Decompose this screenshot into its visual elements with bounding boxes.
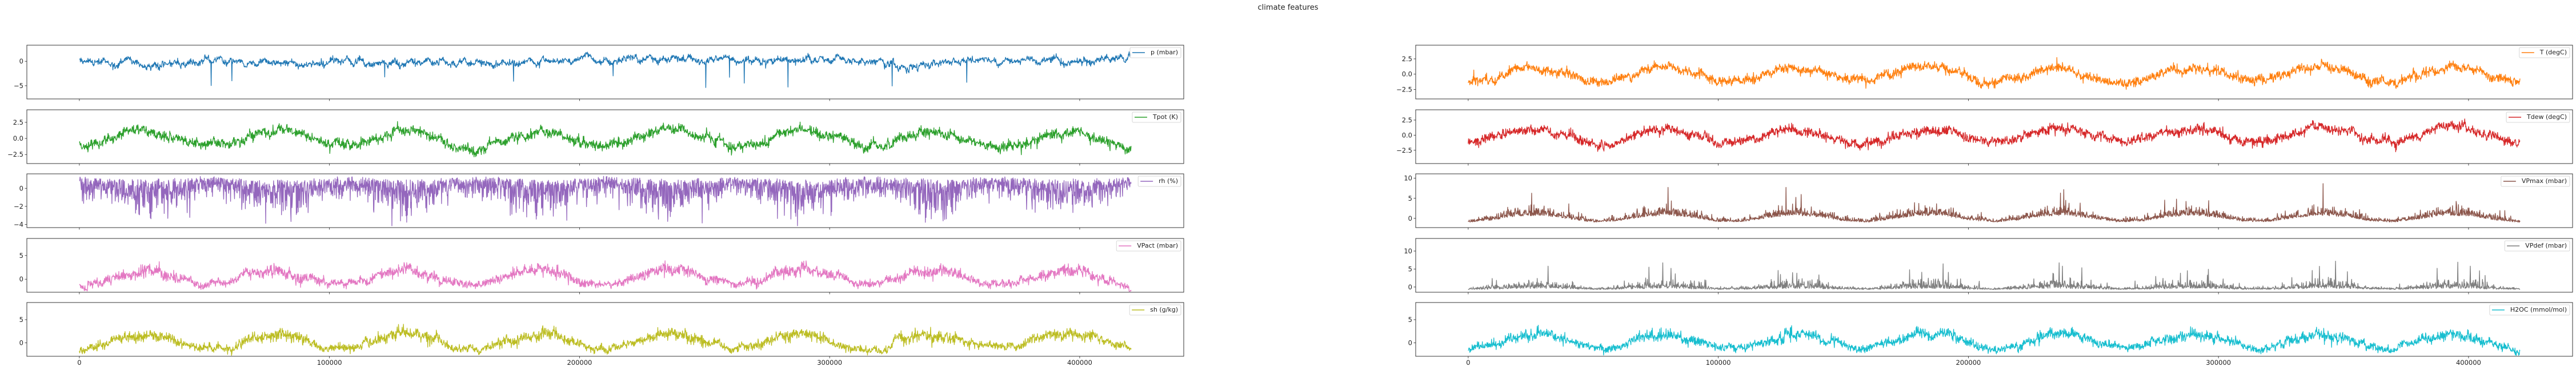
legend: sh (g/kg) xyxy=(1129,304,1181,316)
subplot-tpot: −2.5 0.0 2.5 Tpot (K) xyxy=(7,109,1184,166)
x-tick-label: 200000 xyxy=(567,359,592,367)
y-tick-label: 0.0 xyxy=(1402,70,1412,78)
legend: rh (%) xyxy=(1137,176,1181,187)
y-tick-label: 2.5 xyxy=(1402,55,1412,63)
legend-label: T (degC) xyxy=(2539,49,2567,56)
legend-label: VPdef (mbar) xyxy=(2525,242,2567,249)
series-line xyxy=(1468,324,2521,356)
x-tick-label: 300000 xyxy=(2206,359,2231,367)
y-tick-label: 10 xyxy=(1404,174,1412,182)
y-tick-label: 10 xyxy=(1404,247,1412,255)
legend-label: Tpot (K) xyxy=(1152,113,1178,121)
legend-label: Tdew (degC) xyxy=(2526,113,2567,121)
subplot-rh: −4 −2 0 rh (%) xyxy=(14,173,1184,230)
legend-label: sh (g/kg) xyxy=(1150,306,1178,313)
series-line xyxy=(1468,183,2521,223)
axes-frame xyxy=(26,238,1184,293)
y-tick-label: −2.5 xyxy=(1396,146,1412,154)
y-tick-label: 2.5 xyxy=(13,118,23,126)
subplot-vpdef: 0 5 10 VPdef (mbar) xyxy=(1404,238,2573,295)
y-tick-label: 2.5 xyxy=(1402,116,1412,124)
subplot-h2oc: 0 5 0 100000 200000 300000 400000 H2OC (mmol/mo… xyxy=(1408,302,2573,367)
subplot-p: −5 0 p (mbar) xyxy=(14,45,1184,101)
legend-box xyxy=(2519,47,2570,58)
y-tick-label: 5 xyxy=(1408,265,1412,273)
axes-frame xyxy=(1415,109,2573,164)
legend: p (mbar) xyxy=(1129,47,1181,58)
subplot-vpmax: 0 5 10 VPmax (mbar) xyxy=(1404,173,2573,230)
legend-box xyxy=(1129,304,1181,316)
subplot-t: −2.5 0.0 2.5 T (degC) xyxy=(1396,45,2573,101)
legend: VPdef (mbar) xyxy=(2504,240,2570,252)
series-line xyxy=(1468,118,2521,153)
x-tick-label: 300000 xyxy=(817,359,842,367)
legend-box xyxy=(2501,176,2570,187)
subplot-tdew: −2.5 0.0 2.5 Tdew (degC) xyxy=(1396,109,2573,166)
y-tick-label: −2 xyxy=(14,202,23,210)
legend: VPact (mbar) xyxy=(1116,240,1181,252)
x-tick-label: 100000 xyxy=(1706,359,1731,367)
legend-label: rh (%) xyxy=(1159,177,1178,185)
legend-box xyxy=(2506,112,2570,123)
series-line xyxy=(79,324,1132,356)
axes-frame xyxy=(1415,45,2573,100)
x-tick-label: 200000 xyxy=(1956,359,1981,367)
legend: VPmax (mbar) xyxy=(2501,176,2570,187)
series-line xyxy=(1468,260,2521,290)
legend-box xyxy=(1116,240,1181,252)
legend: Tdew (degC) xyxy=(2506,112,2570,123)
series-line xyxy=(1468,57,2521,90)
x-tick-label: 400000 xyxy=(1067,359,1092,367)
x-tick-label: 0 xyxy=(1466,359,1470,367)
y-tick-label: 0.0 xyxy=(1402,131,1412,139)
y-tick-label: 0.0 xyxy=(13,134,23,142)
axes-frame xyxy=(26,173,1184,228)
axes-frame xyxy=(26,302,1184,357)
legend-box xyxy=(1137,176,1181,187)
y-tick-label: −2.5 xyxy=(1396,85,1412,93)
y-tick-label: 0 xyxy=(1408,283,1412,291)
y-tick-label: −2.5 xyxy=(7,150,23,158)
axes-frame xyxy=(1415,173,2573,228)
legend-box xyxy=(2489,304,2570,316)
y-tick-label: −5 xyxy=(14,82,23,90)
series-line xyxy=(79,121,1132,158)
y-tick-label: −4 xyxy=(14,220,23,228)
y-tick-label: 5 xyxy=(1408,316,1412,324)
axes-frame xyxy=(1415,302,2573,357)
y-tick-label: 0 xyxy=(19,275,23,283)
y-tick-label: 0 xyxy=(19,339,23,347)
legend-label: p (mbar) xyxy=(1151,49,1178,56)
legend-label: VPmax (mbar) xyxy=(2522,177,2567,185)
y-tick-label: 5 xyxy=(19,316,23,324)
x-tick-label: 100000 xyxy=(317,359,342,367)
legend-box xyxy=(2504,240,2570,252)
legend-box xyxy=(1132,112,1181,123)
y-tick-label: 0 xyxy=(19,184,23,192)
legend-label: H2OC (mmol/mol) xyxy=(2510,306,2567,313)
y-tick-label: 5 xyxy=(19,252,23,260)
series-line xyxy=(79,176,1132,226)
legend-label: VPact (mbar) xyxy=(1137,242,1178,249)
y-tick-label: 0 xyxy=(1408,339,1412,347)
x-tick-label: 0 xyxy=(77,359,81,367)
subplot-sh: 0 5 0 100000 200000 300000 400000 sh (g/kg) xyxy=(19,302,1184,367)
axes-frame xyxy=(26,45,1184,100)
axes-frame xyxy=(1415,238,2573,293)
y-tick-label: 5 xyxy=(1408,194,1412,202)
legend-box xyxy=(1129,47,1181,58)
y-tick-label: 0 xyxy=(19,57,23,65)
figure-title: climate features xyxy=(1257,3,1319,12)
x-tick-label: 400000 xyxy=(2456,359,2481,367)
series-line xyxy=(79,260,1132,292)
y-tick-label: 0 xyxy=(1408,214,1412,222)
subplot-vpact: 0 5 VPact (mbar) xyxy=(19,238,1184,295)
legend: T (degC) xyxy=(2519,47,2570,58)
legend: Tpot (K) xyxy=(1132,112,1181,123)
series-line xyxy=(79,51,1132,88)
axes-frame xyxy=(26,109,1184,164)
legend: H2OC (mmol/mol) xyxy=(2489,304,2570,316)
